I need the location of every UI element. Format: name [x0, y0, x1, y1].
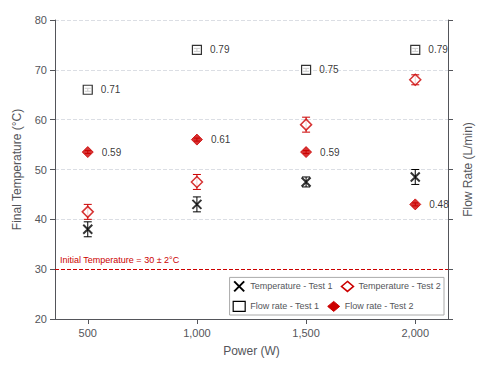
svg-text:20: 20: [35, 313, 47, 325]
svg-text:40: 40: [35, 213, 47, 225]
svg-text:Flow Rate (L/min): Flow Rate (L/min): [461, 122, 475, 217]
svg-text:0.71: 0.71: [101, 84, 121, 95]
svg-text:Power (W): Power (W): [223, 344, 280, 358]
svg-text:0.59: 0.59: [320, 147, 340, 158]
svg-text:0.79: 0.79: [428, 44, 448, 55]
svg-text:Final Temperature (°C): Final Temperature (°C): [10, 109, 24, 230]
svg-text:Temperature - Test 2: Temperature - Test 2: [358, 281, 440, 291]
svg-text:1,500: 1,500: [292, 327, 320, 339]
svg-text:0.75: 0.75: [319, 64, 339, 75]
svg-text:70: 70: [35, 64, 47, 76]
svg-text:0.79: 0.79: [210, 44, 230, 55]
svg-text:80: 80: [35, 14, 47, 26]
svg-text:500: 500: [79, 327, 97, 339]
svg-text:2,000: 2,000: [401, 327, 429, 339]
svg-text:Initial Temperature = 30 ± 2°C: Initial Temperature = 30 ± 2°C: [60, 255, 180, 265]
svg-text:0.48: 0.48: [429, 199, 449, 210]
svg-text:Flow rate - Test 1: Flow rate - Test 1: [250, 301, 319, 311]
svg-text:1,000: 1,000: [183, 327, 211, 339]
svg-text:30: 30: [35, 263, 47, 275]
svg-text:50: 50: [35, 164, 47, 176]
svg-text:Temperature - Test 1: Temperature - Test 1: [250, 281, 332, 291]
svg-text:0.59: 0.59: [102, 147, 122, 158]
svg-text:0.61: 0.61: [211, 134, 231, 145]
svg-text:Flow rate - Test 2: Flow rate - Test 2: [345, 301, 414, 311]
svg-text:60: 60: [35, 114, 47, 126]
